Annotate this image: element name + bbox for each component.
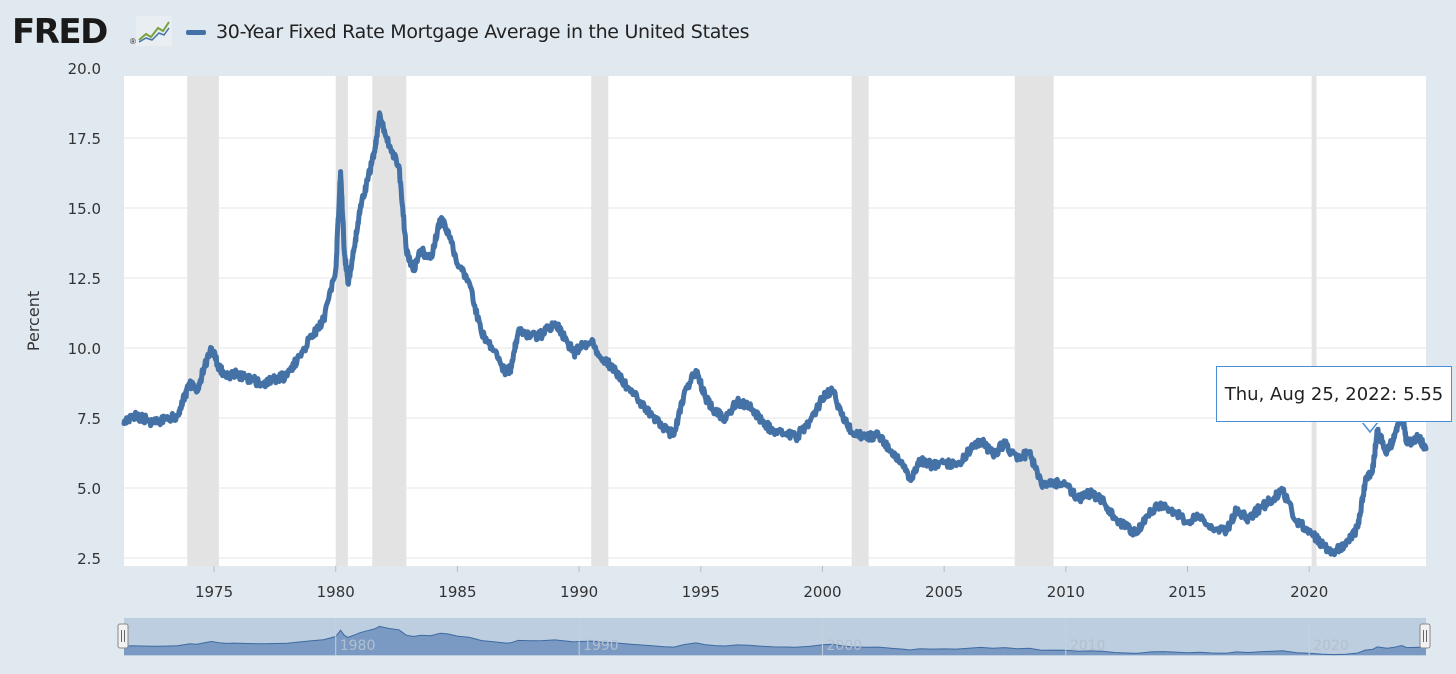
chart-header: FRED ® 30-Year Fixed Rate Mortgage Avera… [0, 0, 1456, 66]
x-axis-ticks: 1975 1980 1985 1990 1995 2000 2005 2010 2015 2020 [195, 566, 1328, 601]
y-tick-label: 15.0 [68, 200, 101, 218]
recession-band [1311, 76, 1317, 566]
legend-series-label: 30-Year Fixed Rate Mortgage Average in t… [216, 21, 750, 43]
sparkline-icon [136, 16, 172, 46]
x-tick-label: 1990 [560, 583, 598, 601]
recession-bands [187, 76, 1317, 566]
x-tick-label: 2005 [925, 583, 963, 601]
navigator-tick-label: 2000 [826, 638, 862, 654]
y-axis-title: Percent [24, 291, 43, 351]
x-tick-label: 1985 [438, 583, 476, 601]
tooltip-date: Thu, Aug 25, 2022 [1224, 383, 1392, 405]
recession-band [1014, 76, 1054, 566]
recession-band [851, 76, 869, 566]
navigator-right-handle[interactable] [1419, 623, 1431, 649]
x-tick-label: 2010 [1047, 583, 1085, 601]
navigator-tick-label: 2020 [1313, 638, 1349, 654]
gridlines [124, 67, 1426, 559]
fred-logo-text: FRED [12, 12, 108, 52]
x-tick-label: 1980 [317, 583, 355, 601]
recession-band [591, 76, 609, 566]
y-tick-label: 12.5 [68, 270, 101, 288]
x-tick-label: 2000 [803, 583, 841, 601]
tooltip-separator: : [1391, 383, 1398, 405]
series-line-group [121, 110, 1429, 558]
navigator-tick-label: 1980 [340, 638, 376, 654]
x-tick-label: 2015 [1168, 583, 1206, 601]
fred-logo-registered-mark: ® [130, 37, 136, 46]
y-tick-label: 17.5 [68, 130, 101, 148]
data-tooltip: Thu, Aug 25, 2022:5.55 [1216, 366, 1452, 422]
y-tick-label: 20.0 [68, 60, 101, 78]
recession-band [335, 76, 348, 566]
recession-band [372, 76, 407, 566]
legend-swatch [186, 29, 206, 35]
navigator-left-handle[interactable] [117, 623, 129, 649]
y-tick-label: 2.5 [77, 550, 101, 568]
y-axis-ticks: 20.0 17.5 15.0 12.5 10.0 7.5 5.0 2.5 [68, 60, 101, 568]
x-tick-label: 1995 [682, 583, 720, 601]
y-tick-label: 5.0 [77, 480, 101, 498]
legend[interactable]: 30-Year Fixed Rate Mortgage Average in t… [186, 20, 750, 44]
series-line[interactable] [121, 110, 1429, 558]
x-tick-label: 1975 [195, 583, 233, 601]
navigator-tick-label: 2010 [1070, 638, 1106, 654]
range-navigator[interactable]: 1980 1990 2000 2010 2020 [117, 618, 1431, 656]
navigator-tick-label: 1990 [583, 638, 619, 654]
tooltip-value: 5.55 [1403, 383, 1444, 405]
navigator-x-ticks: 1980 1990 2000 2010 2020 [335, 618, 1349, 656]
y-tick-label: 7.5 [77, 410, 101, 428]
x-tick-label: 2020 [1290, 583, 1328, 601]
navigator-series-area [124, 626, 1426, 655]
fred-logo[interactable]: FRED ® [12, 12, 182, 52]
navigator-series-line [123, 625, 1427, 656]
recession-band [187, 76, 219, 566]
y-tick-label: 10.0 [68, 340, 101, 358]
